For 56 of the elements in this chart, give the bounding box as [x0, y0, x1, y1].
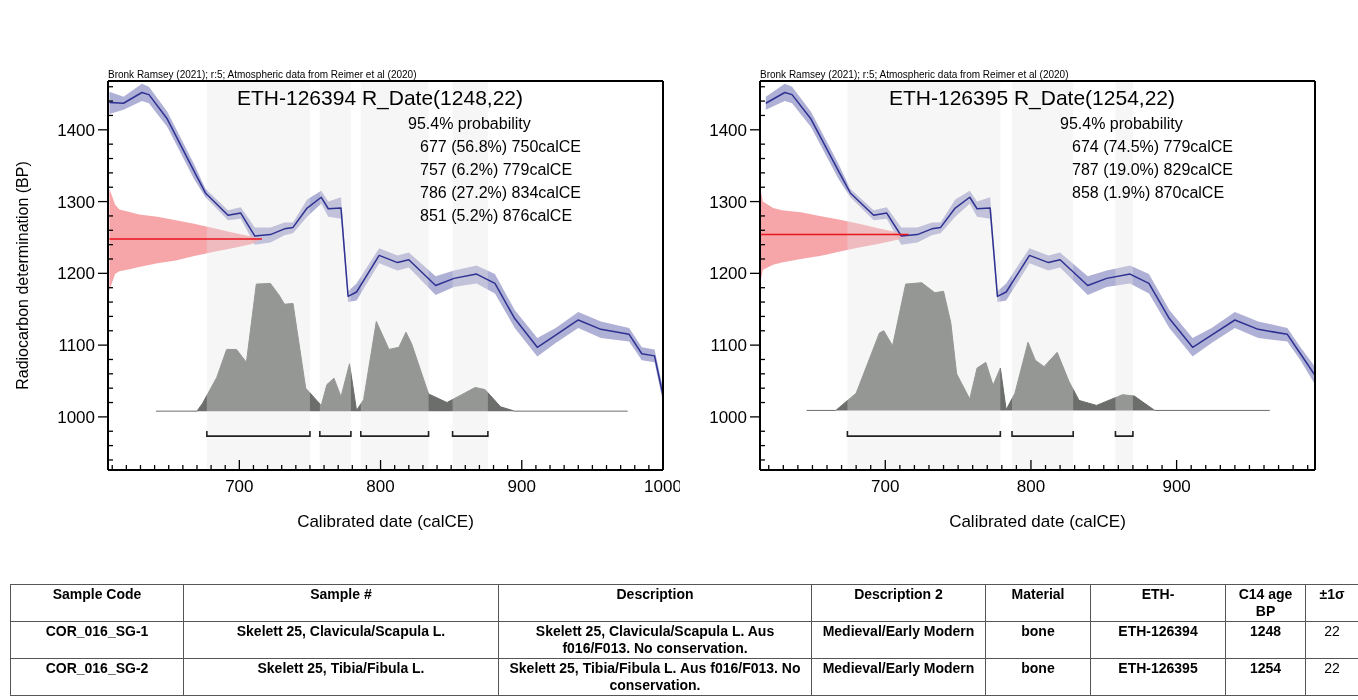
x-tick-label: 900 [507, 477, 536, 496]
chart-title: ETH-126395 R_Date(1254,22) [889, 86, 1176, 110]
category-label: Sample # [183, 584, 499, 622]
category-label: Description [498, 584, 812, 622]
x-axis-title: Calibrated date (calCE) [949, 512, 1126, 531]
annotation: 787 (19.0%) 829calCE [1071, 160, 1233, 180]
x-axis-title: Calibrated date (calCE) [297, 512, 474, 531]
annotation: 757 (6.2%) 779calCE [419, 160, 574, 180]
x-tick-label: 900 [1162, 477, 1191, 496]
text: bone [1021, 660, 1055, 676]
text: 1254 [1249, 660, 1282, 676]
text: 22 [1324, 623, 1340, 639]
annotation: 851 (5.2%) 876calCE [419, 206, 574, 226]
text: Medieval/Early Modern [822, 660, 975, 676]
annotation: 95.4% probability [408, 114, 532, 134]
category-label: Description 2 [811, 584, 986, 622]
category-label: Sample Code [10, 584, 184, 622]
text: 22 [1324, 660, 1340, 676]
y-tick-label: 1100 [710, 336, 747, 356]
text: COR_016_SG-1 [45, 623, 149, 639]
text: COR_016_SG-2 [45, 660, 149, 676]
annotation: 858 (1.9%) 870calCE [1071, 183, 1226, 203]
y-tick-label: 1000 [709, 407, 747, 427]
annotation: 677 (56.8%) 750calCE [419, 137, 581, 157]
annotation: 674 (74.5%) 779calCE [1071, 137, 1233, 157]
y-tick-label: 1000 [57, 407, 95, 427]
category-label: ±1σ [1305, 584, 1358, 622]
annotation: 95.4% probability [1060, 114, 1184, 134]
text: bone [1021, 623, 1055, 639]
x-tick-label: 700 [225, 477, 254, 496]
text: Medieval/Early Modern [822, 623, 975, 639]
text: Skelett 25, Clavicula/Scapula L. Aus f016/F013. No conservation. [535, 623, 775, 656]
y-tick-label: 1200 [709, 264, 747, 284]
x-tick-label: 800 [366, 477, 395, 496]
text: Skelett 25, Tibia/Fibula L. [257, 660, 425, 676]
text: Skelett 25, Tibia/Fibula L. Aus f016/F013. No conservation. [509, 660, 801, 693]
text: ETH-126395 [1118, 660, 1198, 676]
text: Bronk Ramsey (2021); r:5; Atmospheric data from Reimer et al (2020) [108, 69, 417, 80]
y-tick-label: 1200 [57, 264, 95, 284]
category-label: C14 age BP [1225, 584, 1306, 622]
y-tick-label: 1100 [58, 336, 95, 356]
y-tick-label: 1300 [57, 192, 95, 212]
y-axis-title: Radiocarbon determination (BP) [13, 161, 31, 390]
text: ETH-126394 [1118, 623, 1198, 639]
chart-title: ETH-126394 R_Date(1248,22) [237, 86, 524, 110]
y-tick-label: 1400 [709, 120, 747, 140]
y-tick-label: 1300 [709, 192, 747, 212]
text: Skelett 25, Clavicula/Scapula L. [236, 623, 446, 639]
category-label: Material [985, 584, 1091, 622]
text: Bronk Ramsey (2021); r:5; Atmospheric data from Reimer et al (2020) [760, 69, 1069, 80]
text: 1248 [1249, 623, 1282, 639]
category-label: ETH- [1090, 584, 1226, 622]
x-tick-label: 800 [1016, 477, 1046, 496]
annotation: 786 (27.2%) 834calCE [419, 183, 581, 203]
y-tick-label: 1400 [57, 120, 95, 140]
x-tick-label: 700 [871, 477, 900, 496]
